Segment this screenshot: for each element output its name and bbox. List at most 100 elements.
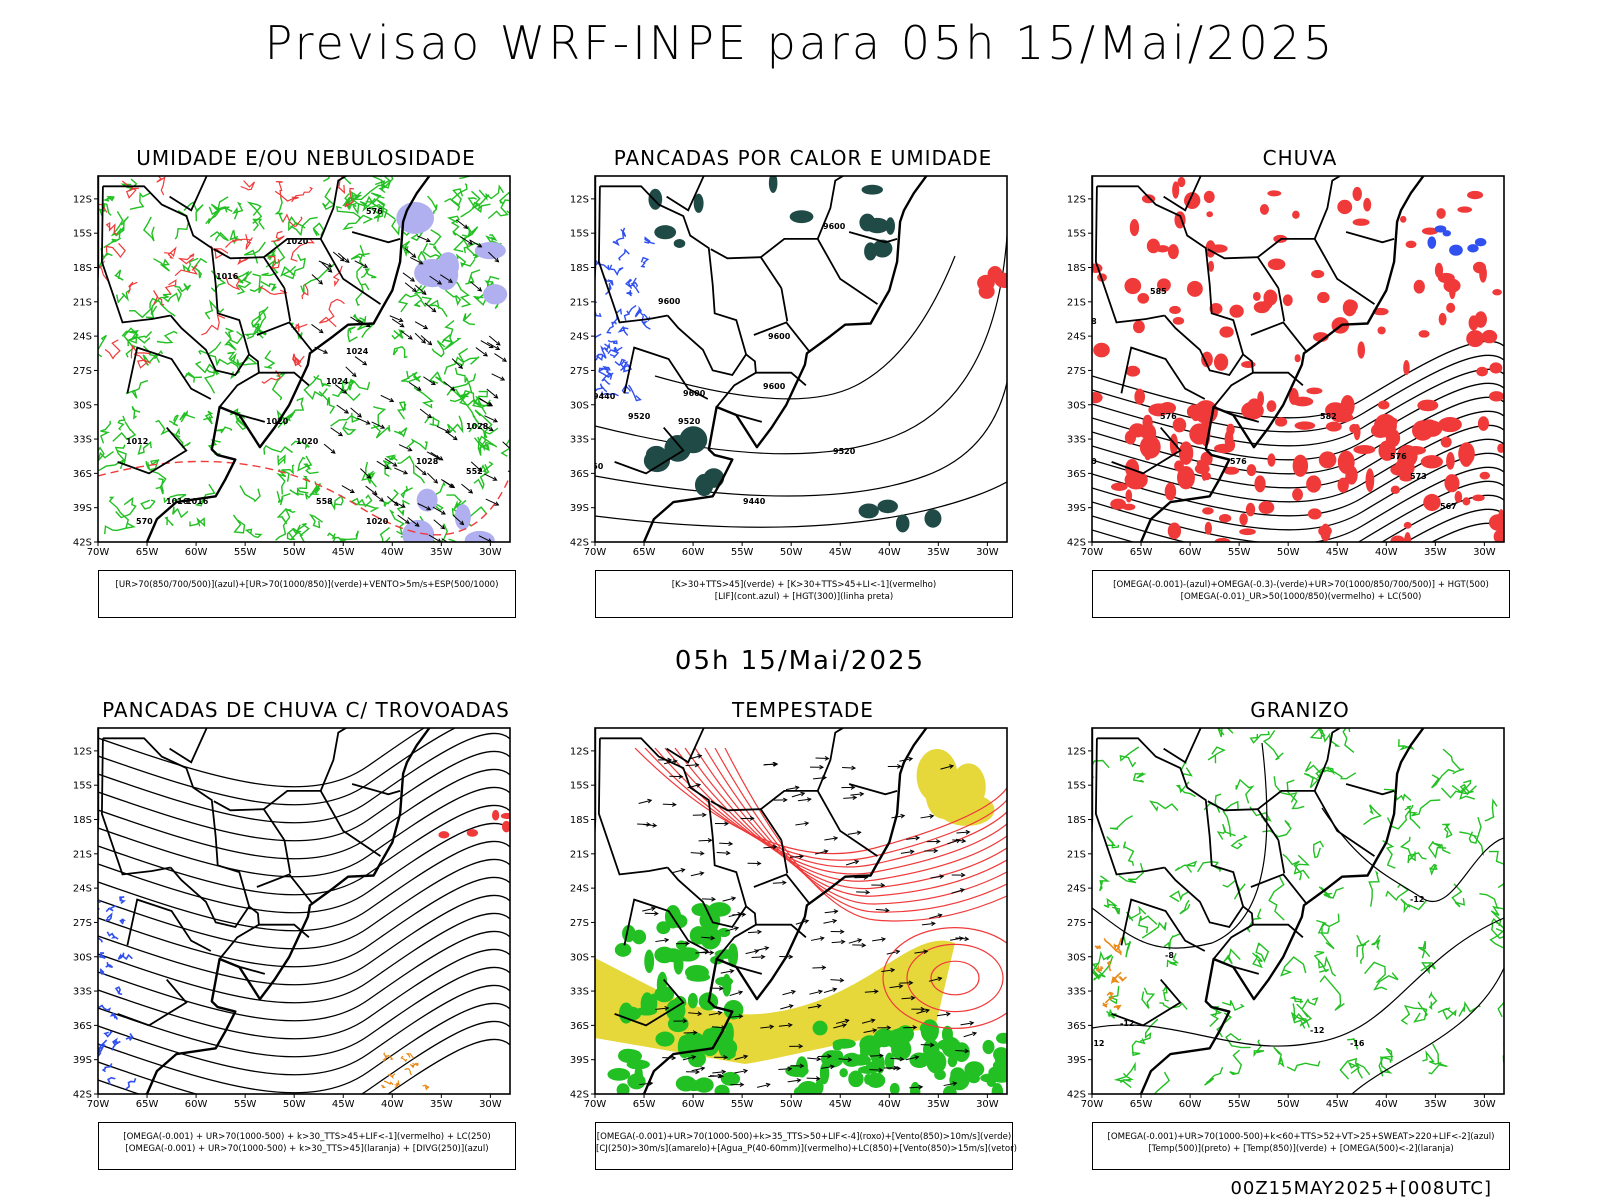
omega-area [1467, 244, 1479, 253]
wind-850-area [864, 1073, 873, 1085]
humidity-contour [153, 258, 170, 272]
humidity-contour [401, 375, 421, 383]
wind-vector [785, 786, 799, 791]
contour-label: 1028 [466, 422, 489, 431]
temp-850-contour [1092, 963, 1106, 981]
temp-850-contour [1131, 1038, 1146, 1057]
wind-vector [788, 1004, 794, 1009]
wind-vector [354, 356, 367, 366]
divergence-contour [101, 1063, 113, 1073]
wind-vector [940, 765, 954, 770]
contour-label: 9600 [763, 382, 786, 391]
plot-area [98, 728, 510, 1094]
wind-vector [357, 413, 363, 418]
wind-vector [664, 1006, 670, 1011]
wind-vector [691, 1055, 697, 1060]
lat-label: 18S [570, 815, 589, 826]
wind-vector [850, 785, 856, 790]
lat-label: 30S [73, 400, 92, 411]
wind-vector [424, 302, 436, 313]
wind-vector [838, 1058, 852, 1061]
temp-850-contour [1356, 934, 1367, 958]
rain-area [1092, 263, 1103, 274]
wind-vector [470, 281, 482, 292]
temp-850-contour [1315, 765, 1335, 778]
lifted-index-contour [595, 388, 597, 390]
wind-vector [441, 510, 446, 515]
wind-vector [460, 236, 473, 245]
temp-850-contour [1229, 1049, 1243, 1076]
humidity-contour [401, 240, 411, 258]
humidity-contour [393, 427, 408, 438]
contour-label: -12 [1410, 895, 1424, 904]
wind-vector [717, 1010, 723, 1016]
wind-vector [847, 831, 861, 835]
temp-500-contour [1351, 967, 1504, 1094]
contour-label: 9600 [823, 222, 846, 231]
wind-vector [379, 497, 385, 502]
streamline-850 [724, 747, 1007, 922]
contour-label: 1024 [346, 347, 369, 356]
temp-850-contour [1442, 748, 1465, 775]
wind-vector [908, 756, 914, 762]
wind-vector [463, 224, 469, 229]
state-border [319, 728, 348, 792]
wind-vector [330, 449, 336, 454]
wind-850-area [676, 940, 687, 950]
lon-label: 70W [87, 1099, 110, 1110]
wind-vector [642, 907, 656, 912]
thunderstorm-area-orange [400, 1055, 408, 1063]
lat-label: 18S [73, 263, 92, 274]
temp-850-contour [1428, 840, 1447, 859]
divergence-contour [119, 896, 126, 905]
lifted-index-contour [597, 345, 607, 359]
wind-vector [814, 850, 828, 855]
wind-850-area [832, 1038, 856, 1049]
wind-vector [349, 488, 355, 494]
rain-area [1488, 391, 1504, 402]
wind-vector [418, 260, 424, 265]
wind-vector [798, 1043, 804, 1049]
wind-vector [394, 467, 408, 475]
contour-label: 570 [1080, 457, 1097, 466]
divergence-contour [105, 962, 114, 968]
wind-vector [384, 458, 397, 467]
rain-area [1092, 391, 1103, 404]
lifted-index-contour [607, 346, 623, 355]
state-border [100, 186, 171, 324]
wind-vector [716, 851, 730, 854]
rain-area [1239, 528, 1256, 536]
humidity-contour [460, 194, 490, 218]
wind-vector [398, 317, 404, 323]
humidity-contour [336, 205, 361, 222]
temp-850-contour [1359, 939, 1370, 965]
state-border [1233, 414, 1260, 423]
instability-area [768, 176, 778, 193]
temp-850-contour [1490, 905, 1502, 927]
rain-area [1172, 317, 1185, 325]
wind-vector [484, 415, 498, 423]
wind-vector [445, 430, 458, 441]
state-border [169, 866, 250, 929]
wind-vector [760, 1025, 774, 1029]
state-border [816, 176, 845, 240]
contour-label: 576 [1160, 412, 1177, 421]
humidity-contour [451, 281, 472, 308]
lon-label: 45W [1326, 1099, 1349, 1110]
divergence-contour [98, 899, 101, 911]
humidity-contour [303, 374, 328, 401]
humidity-contour [102, 195, 116, 202]
wind-vector [493, 418, 498, 423]
wind-vector [384, 464, 390, 470]
humidity-contour [286, 527, 303, 541]
wind-850-area [684, 964, 709, 980]
wind-vector [443, 381, 455, 391]
wind-vector [655, 939, 669, 943]
contour-label: 1012 [126, 437, 148, 446]
wind-vector [363, 263, 369, 268]
wind-vector [440, 524, 446, 530]
wind-vector [719, 1073, 725, 1079]
humidity-contour [400, 485, 413, 499]
temp-850-contour [1273, 1046, 1285, 1068]
rain-area [1201, 351, 1213, 368]
